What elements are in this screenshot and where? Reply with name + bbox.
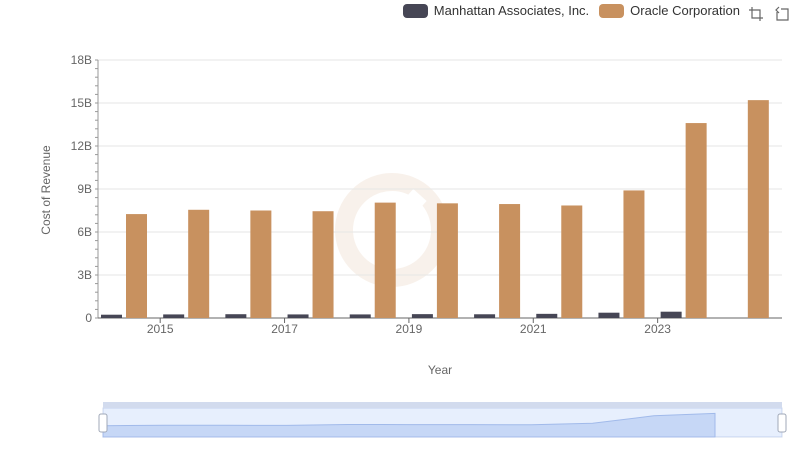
bar[interactable] xyxy=(747,100,769,318)
y-tick-label: 12B xyxy=(71,139,92,153)
bar[interactable] xyxy=(126,214,147,318)
bar[interactable] xyxy=(411,314,433,318)
x-tick-label: 2015 xyxy=(147,322,174,336)
restore-icon[interactable] xyxy=(774,6,790,22)
bar[interactable] xyxy=(349,314,371,318)
bar[interactable] xyxy=(685,123,707,318)
legend: Manhattan Associates, Inc. Oracle Corpor… xyxy=(402,3,740,18)
x-axis-label: Year xyxy=(428,363,452,377)
y-tick-label: 9B xyxy=(77,182,92,196)
toolbox xyxy=(748,6,790,22)
x-tick-label: 2021 xyxy=(520,322,547,336)
bar[interactable] xyxy=(374,202,396,318)
bar[interactable] xyxy=(536,313,558,318)
bar[interactable] xyxy=(474,314,496,318)
y-tick-label: 15B xyxy=(71,96,92,110)
bar[interactable] xyxy=(163,314,185,318)
y-axis: 0 3B 6B 9B 12B 15B 18B xyxy=(71,53,99,325)
x-axis: 2015 2017 2019 2021 2023 xyxy=(98,317,782,336)
bar[interactable] xyxy=(225,314,247,318)
x-tick-label: 2023 xyxy=(644,322,671,336)
datazoom-slider[interactable] xyxy=(98,402,787,438)
datazoom-handle-left[interactable] xyxy=(98,413,108,433)
datazoom-selection[interactable] xyxy=(103,408,782,437)
bar[interactable] xyxy=(499,204,521,318)
legend-swatch-manhattan xyxy=(402,3,428,18)
bar[interactable] xyxy=(436,203,458,318)
x-tick-label: 2017 xyxy=(271,322,298,336)
legend-label-manhattan: Manhattan Associates, Inc. xyxy=(433,3,590,18)
bar[interactable] xyxy=(660,311,682,318)
datazoom-overview-area xyxy=(102,412,716,438)
bar[interactable] xyxy=(250,210,272,319)
bar[interactable] xyxy=(312,211,334,318)
y-tick-label: 3B xyxy=(77,268,92,282)
zoom-icon[interactable] xyxy=(748,6,764,22)
legend-item-oracle[interactable]: Oracle Corporation xyxy=(599,3,740,18)
bar[interactable] xyxy=(598,312,620,318)
y-tick-label: 0 xyxy=(85,311,92,325)
datazoom-handle-right[interactable] xyxy=(777,413,787,433)
legend-item-manhattan[interactable]: Manhattan Associates, Inc. xyxy=(402,3,590,18)
y-axis-label: Cost of Revenue xyxy=(39,145,53,235)
bar[interactable] xyxy=(287,314,309,318)
x-tick-label: 2019 xyxy=(396,322,423,336)
bar[interactable] xyxy=(101,314,122,318)
legend-swatch-oracle xyxy=(599,3,625,18)
bar[interactable] xyxy=(561,205,583,318)
y-tick-label: 6B xyxy=(77,225,92,239)
bar[interactable] xyxy=(188,209,210,318)
legend-label-oracle: Oracle Corporation xyxy=(630,3,740,18)
bar[interactable] xyxy=(623,190,645,318)
bars xyxy=(101,100,769,318)
y-tick-label: 18B xyxy=(71,53,92,67)
datazoom-move-bar[interactable] xyxy=(103,402,782,408)
